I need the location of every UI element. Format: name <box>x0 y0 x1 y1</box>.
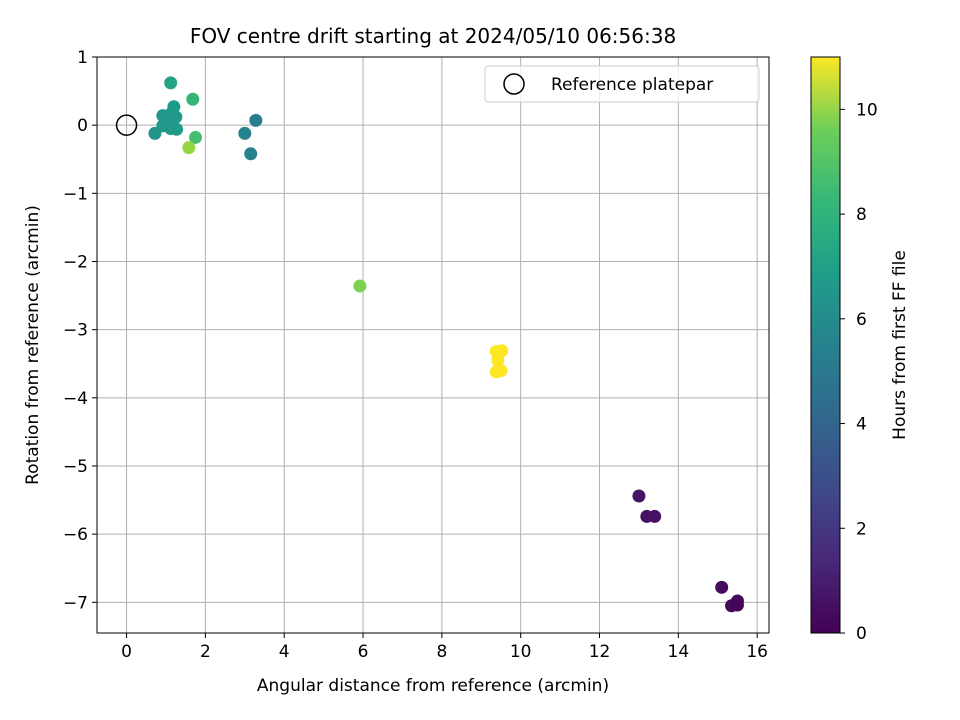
legend-label-reference: Reference platepar <box>551 75 713 95</box>
x-tick-label: 16 <box>746 642 768 662</box>
scatter-point <box>164 76 178 90</box>
colorbar-tick-label: 6 <box>856 310 867 330</box>
y-tick-label: 0 <box>77 116 88 136</box>
x-tick-label: 0 <box>121 642 132 662</box>
y-tick-label: −5 <box>63 457 88 477</box>
y-tick-label: −2 <box>63 252 88 272</box>
x-tick-label: 4 <box>279 642 290 662</box>
colorbar-tick-label: 8 <box>856 205 867 225</box>
scatter-point <box>167 100 181 114</box>
colorbar-tick-label: 0 <box>856 624 867 644</box>
scatter-point <box>244 147 258 161</box>
scatter-point <box>494 364 508 378</box>
x-tick-label: 8 <box>436 642 447 662</box>
x-tick-label: 2 <box>200 642 211 662</box>
scatter-point <box>186 92 200 106</box>
scatter-point <box>715 580 729 594</box>
scatter-point <box>169 110 183 124</box>
x-tick-label: 6 <box>358 642 369 662</box>
y-axis-title: Rotation from reference (arcmin) <box>23 205 43 485</box>
x-tick-label: 10 <box>510 642 532 662</box>
scatter-point <box>189 130 203 144</box>
scatter-point <box>353 279 367 293</box>
legend-marker-reference <box>503 73 525 95</box>
legend: Reference platepar <box>484 65 760 103</box>
legend-box <box>484 65 760 103</box>
y-tick-label: −3 <box>63 321 88 341</box>
colorbar-gradient <box>810 56 841 634</box>
scatter-point <box>182 141 196 155</box>
y-tick-label: 1 <box>77 48 88 68</box>
colorbar-tick-label: 10 <box>856 100 878 120</box>
scatter-point <box>249 113 263 127</box>
colorbar: 0 2 4 6 8 10 Hours from first FF file <box>810 56 910 644</box>
grid-lines <box>97 56 769 633</box>
data-points <box>115 76 744 613</box>
plot-frame <box>96 56 770 634</box>
colorbar-title: Hours from first FF file <box>890 250 910 440</box>
scatter-point <box>730 598 744 612</box>
scatter-point <box>632 489 646 503</box>
x-tick-label: 12 <box>589 642 611 662</box>
y-tick-label: −7 <box>63 593 88 613</box>
colorbar-ticks: 0 2 4 6 8 10 <box>840 100 878 644</box>
x-tick-label: 14 <box>668 642 690 662</box>
reference-marker <box>115 114 138 136</box>
y-tick-label: −1 <box>63 184 88 204</box>
y-tick-label: −6 <box>63 525 88 545</box>
scatter-point <box>648 509 662 523</box>
scatter-point <box>170 122 184 136</box>
x-axis-title: Angular distance from reference (arcmin) <box>257 676 609 696</box>
chart-title: FOV centre drift starting at 2024/05/10 … <box>190 24 676 48</box>
plot-axes <box>96 56 770 634</box>
colorbar-tick-label: 2 <box>856 519 867 539</box>
scatter-point <box>238 126 252 140</box>
y-tick-label: −4 <box>63 389 88 409</box>
colorbar-tick-label: 4 <box>856 415 867 435</box>
scatter-point <box>491 353 505 367</box>
